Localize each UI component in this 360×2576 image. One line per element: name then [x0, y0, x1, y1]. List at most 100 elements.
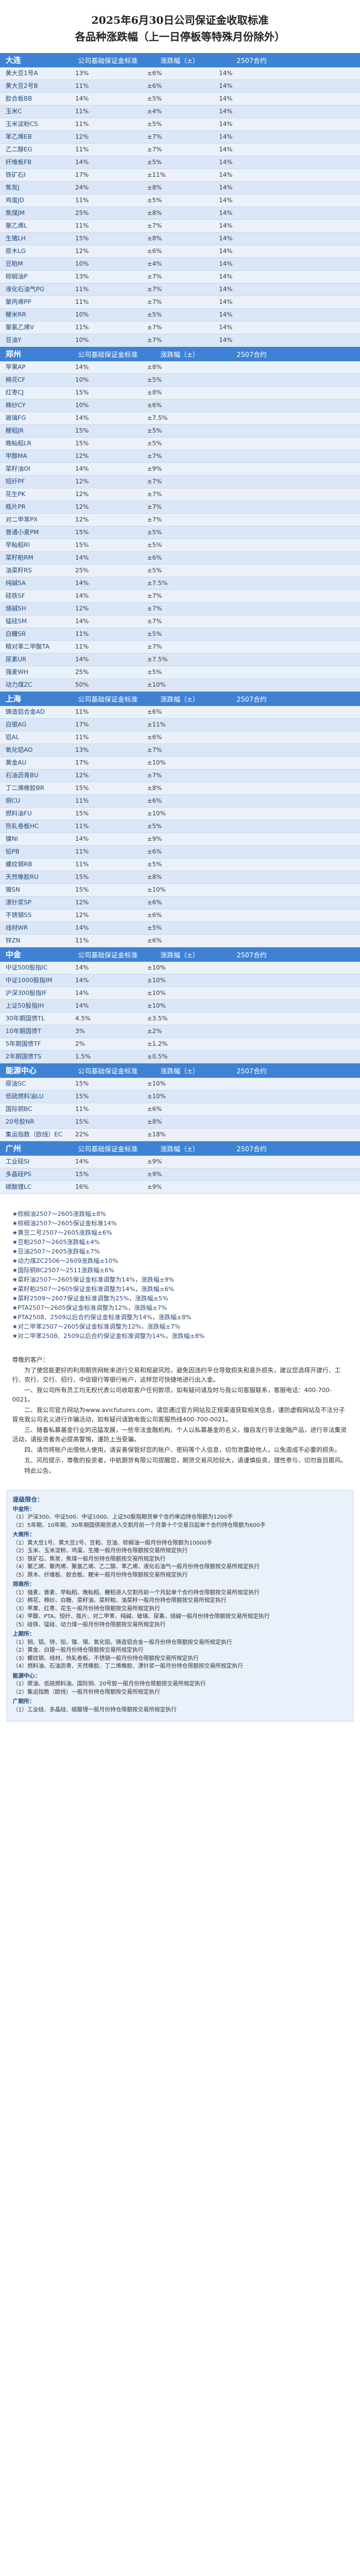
table-row: 普通小麦PM 15% ±5% — [0, 526, 360, 539]
table-row: 中证1000股指IM 14% ±10% — [0, 974, 360, 987]
table-cell — [288, 897, 360, 909]
table-row: 不锈钢SS 12% ±6% — [0, 909, 360, 922]
table-cell: 14% — [75, 989, 89, 997]
rules-item: （4）燃料油、石油沥青、天然橡胶、丁二烯橡胶、漂针浆一般月份持仓限额按交易所规定… — [13, 1663, 243, 1669]
table-cell: ±4% — [147, 260, 162, 267]
table-cell: 15% — [75, 440, 89, 447]
table-row: 乙二醇EG 11% ±7% 14% — [0, 144, 360, 156]
rules-group-name: 郑商所： — [13, 1582, 35, 1588]
table-cell — [288, 603, 360, 615]
column-header-blank — [288, 693, 360, 706]
table-cell — [216, 526, 288, 539]
table-cell: 纯碱SA — [6, 580, 26, 587]
table-cell — [216, 628, 288, 640]
table-cell: 14% — [219, 209, 233, 217]
table-cell: 中证1000股指IM — [6, 977, 53, 984]
table-row: 原木LG 12% ±6% 14% — [0, 245, 360, 258]
title-line-1: 2025年6月30日公司保证金收取标准 — [91, 14, 269, 27]
table-cell: 12% — [75, 452, 89, 460]
table-cell: ±6% — [147, 797, 162, 804]
table-cell: 14% — [75, 465, 89, 472]
table-cell: 11% — [75, 324, 89, 331]
table-cell: ±8% — [147, 389, 162, 396]
table-cell: ±9% — [147, 1158, 162, 1165]
table-cell — [288, 526, 360, 539]
section-rows: 原油SC 15% ±10% 低硫燃料油LU 15% ±10% 国际铜BC 11% ±6% 20号胶… — [0, 1078, 360, 1141]
table-cell — [216, 1000, 288, 1012]
exchange-section: 郑州 公司基础保证金标准 涨跌幅（±） 2507合约 苹果AP 14% ±8% 棉花CF 10%… — [0, 347, 360, 692]
table-cell — [216, 603, 288, 615]
table-cell: 14% — [75, 580, 89, 587]
section-header: 中金 公司基础保证金标准 涨跌幅（±） 2507合约 — [0, 949, 360, 962]
column-header-margin: 公司基础保证金标准 — [77, 57, 138, 65]
table-cell: 沪深300股指IF — [6, 989, 47, 997]
table-cell: ±11% — [147, 721, 166, 728]
table-cell: ±7% — [147, 503, 162, 510]
table-cell — [288, 731, 360, 744]
table-cell — [288, 846, 360, 858]
table-cell: ±5% — [147, 630, 162, 638]
column-header-contract: 2507合约 — [236, 57, 267, 65]
table-cell: ±5% — [147, 120, 162, 128]
table-cell — [288, 1116, 360, 1128]
note-line: ★豆粕2507～2605涨跌幅±4% — [12, 1239, 100, 1246]
table-cell: 15% — [75, 886, 89, 893]
table-cell: ±10% — [147, 886, 166, 893]
table-cell: 14% — [219, 222, 233, 229]
rules-item: （3）铁矿石、焦炭、焦煤一般月份持仓限额按交易所规定执行 — [13, 1556, 166, 1562]
table-cell — [288, 271, 360, 283]
table-cell: 14% — [219, 108, 233, 115]
table-cell — [216, 361, 288, 373]
table-cell: 棉纱CY — [6, 402, 26, 409]
table-cell — [216, 641, 288, 653]
table-cell — [216, 897, 288, 909]
table-cell — [288, 1038, 360, 1050]
table-cell — [288, 808, 360, 820]
table-cell: 15% — [75, 427, 89, 434]
table-cell: 玉米C — [6, 108, 22, 115]
column-header-limit: 涨跌幅（±） — [160, 1145, 200, 1153]
customer-letter: 尊敬的客户： 为了使您能更好的利用期货网帐来进行交易和规避风险，避免因违约平仓导致… — [0, 1341, 360, 1476]
table-cell: 15% — [75, 873, 89, 881]
table-cell: 14% — [75, 414, 89, 422]
table-cell — [216, 615, 288, 628]
column-header-contract: 2507合约 — [236, 696, 267, 703]
table-cell: ±10% — [147, 1080, 166, 1087]
table-cell — [216, 425, 288, 437]
table-cell: ±5% — [147, 541, 162, 549]
table-cell: 原木LG — [6, 247, 26, 255]
table-row: 锡SN 15% ±10% — [0, 884, 360, 897]
table-cell — [288, 488, 360, 501]
table-row: 燃料油FU 15% ±10% — [0, 808, 360, 820]
table-cell: 豆油Y — [6, 336, 22, 344]
table-row: 氧化铝AO 13% ±7% — [0, 744, 360, 757]
section-rows: 工业硅SI 14% ±9% 多晶硅PS 15% ±9% 碳酸锂LC 16% ±9% — [0, 1156, 360, 1194]
table-cell — [288, 309, 360, 321]
table-cell: 25% — [75, 209, 89, 217]
letter-paragraph: 一、我公司所有员工均无权代表公司收取客户任何款项，如有疑问请及时与我公司客服联系… — [12, 1387, 332, 1403]
table-cell — [288, 438, 360, 450]
note-line: ★动力煤ZC2506～2609涨跌幅±10% — [12, 1257, 118, 1265]
table-row: 线材WR 14% ±5% — [0, 922, 360, 935]
table-cell — [288, 858, 360, 871]
note-line: ★PTA2508、2509以后合约保证金标准调整为14%，涨跌幅±8% — [12, 1314, 191, 1321]
table-cell: 14% — [219, 260, 233, 267]
table-row: 铅PB 11% ±6% — [0, 846, 360, 858]
table-row: 棉花CF 10% ±5% — [0, 374, 360, 387]
table-cell: 聚氯乙烯V — [6, 324, 34, 331]
table-row: 锰硅SM 14% ±7% — [0, 615, 360, 628]
column-header-margin: 公司基础保证金标准 — [77, 351, 138, 359]
table-cell: ±6% — [147, 82, 162, 89]
table-cell: 晚籼稻LR — [6, 440, 32, 447]
letter-paragraph: 二、我公司官方网站为www.avicfutures.com，请您通过官方网站及正… — [12, 1406, 345, 1423]
table-row: 中证500股指IC 14% ±10% — [0, 962, 360, 974]
table-row: 玻璃FG 14% ±7.5% — [0, 412, 360, 425]
table-cell — [216, 719, 288, 731]
exchange-name: 能源中心 — [6, 1067, 36, 1076]
table-cell: 11% — [75, 146, 89, 153]
table-cell: 11% — [75, 286, 89, 293]
table-cell: 12% — [75, 899, 89, 906]
table-cell: ±6% — [147, 899, 162, 906]
table-cell — [288, 909, 360, 921]
table-row: 纯碱SA 14% ±7.5% — [0, 577, 360, 590]
